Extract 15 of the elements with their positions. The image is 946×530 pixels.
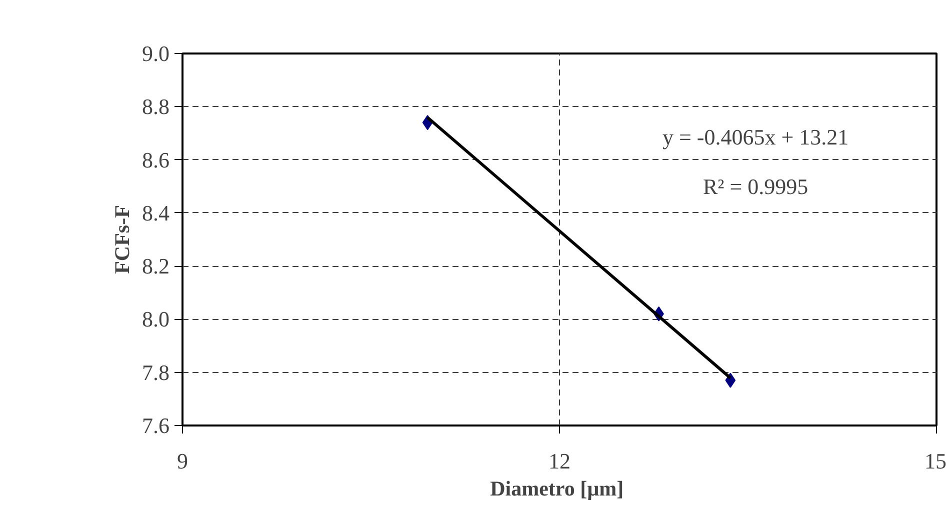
y-tick-label: 8.4 [142,200,170,226]
y-tick-label: 7.8 [142,360,170,385]
y-tick-label: 8.6 [142,147,170,172]
x-tick-label: 12 [548,448,570,474]
annotation: R² = 0.9995 [702,174,808,199]
annotation: y = -0.4065x + 13.21 [662,124,849,150]
y-tick-label: 8.2 [142,254,170,279]
x-tick-label: 15 [924,448,946,474]
y-tick-label: 9.0 [142,41,170,66]
x-axis-title: Diametro [µm] [490,476,624,500]
x-tick-label: 9 [177,448,188,474]
y-tick-label: 8.0 [142,306,170,332]
y-tick-label: 7.6 [142,413,170,438]
y-tick-label: 8.8 [142,94,170,120]
y-axis-title: FCFs-F [110,205,134,274]
